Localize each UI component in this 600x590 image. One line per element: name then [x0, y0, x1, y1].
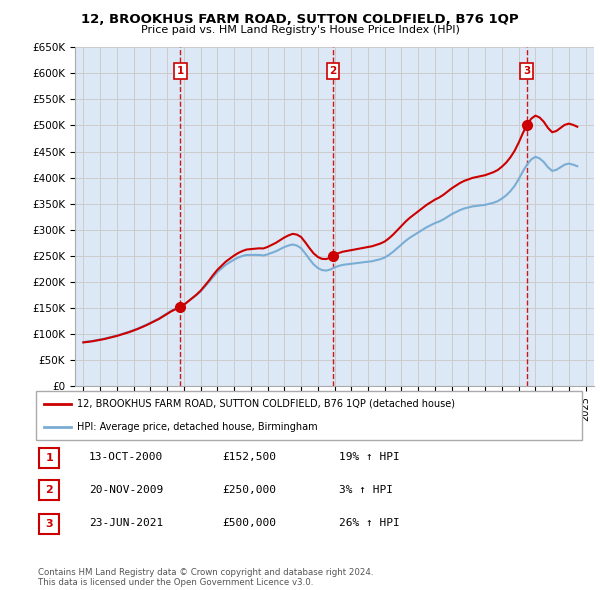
FancyBboxPatch shape — [39, 514, 59, 534]
Text: 1: 1 — [176, 66, 184, 76]
Text: 3: 3 — [523, 66, 530, 76]
Text: 2: 2 — [329, 66, 337, 76]
Text: 1: 1 — [46, 453, 53, 463]
Text: 3% ↑ HPI: 3% ↑ HPI — [339, 485, 393, 494]
Text: 12, BROOKHUS FARM ROAD, SUTTON COLDFIELD, B76 1QP (detached house): 12, BROOKHUS FARM ROAD, SUTTON COLDFIELD… — [77, 399, 455, 409]
Text: HPI: Average price, detached house, Birmingham: HPI: Average price, detached house, Birm… — [77, 422, 317, 432]
Text: £500,000: £500,000 — [222, 519, 276, 528]
FancyBboxPatch shape — [39, 480, 59, 500]
Text: 3: 3 — [46, 519, 53, 529]
Text: 2: 2 — [46, 486, 53, 495]
FancyBboxPatch shape — [36, 391, 582, 440]
Text: £250,000: £250,000 — [222, 485, 276, 494]
Text: 26% ↑ HPI: 26% ↑ HPI — [339, 519, 400, 528]
Text: 20-NOV-2009: 20-NOV-2009 — [89, 485, 163, 494]
Text: £152,500: £152,500 — [222, 453, 276, 462]
Text: Price paid vs. HM Land Registry's House Price Index (HPI): Price paid vs. HM Land Registry's House … — [140, 25, 460, 35]
Text: 23-JUN-2021: 23-JUN-2021 — [89, 519, 163, 528]
Text: 19% ↑ HPI: 19% ↑ HPI — [339, 453, 400, 462]
Text: 12, BROOKHUS FARM ROAD, SUTTON COLDFIELD, B76 1QP: 12, BROOKHUS FARM ROAD, SUTTON COLDFIELD… — [81, 13, 519, 26]
FancyBboxPatch shape — [39, 448, 59, 468]
Text: Contains HM Land Registry data © Crown copyright and database right 2024.
This d: Contains HM Land Registry data © Crown c… — [38, 568, 373, 587]
Text: 13-OCT-2000: 13-OCT-2000 — [89, 453, 163, 462]
